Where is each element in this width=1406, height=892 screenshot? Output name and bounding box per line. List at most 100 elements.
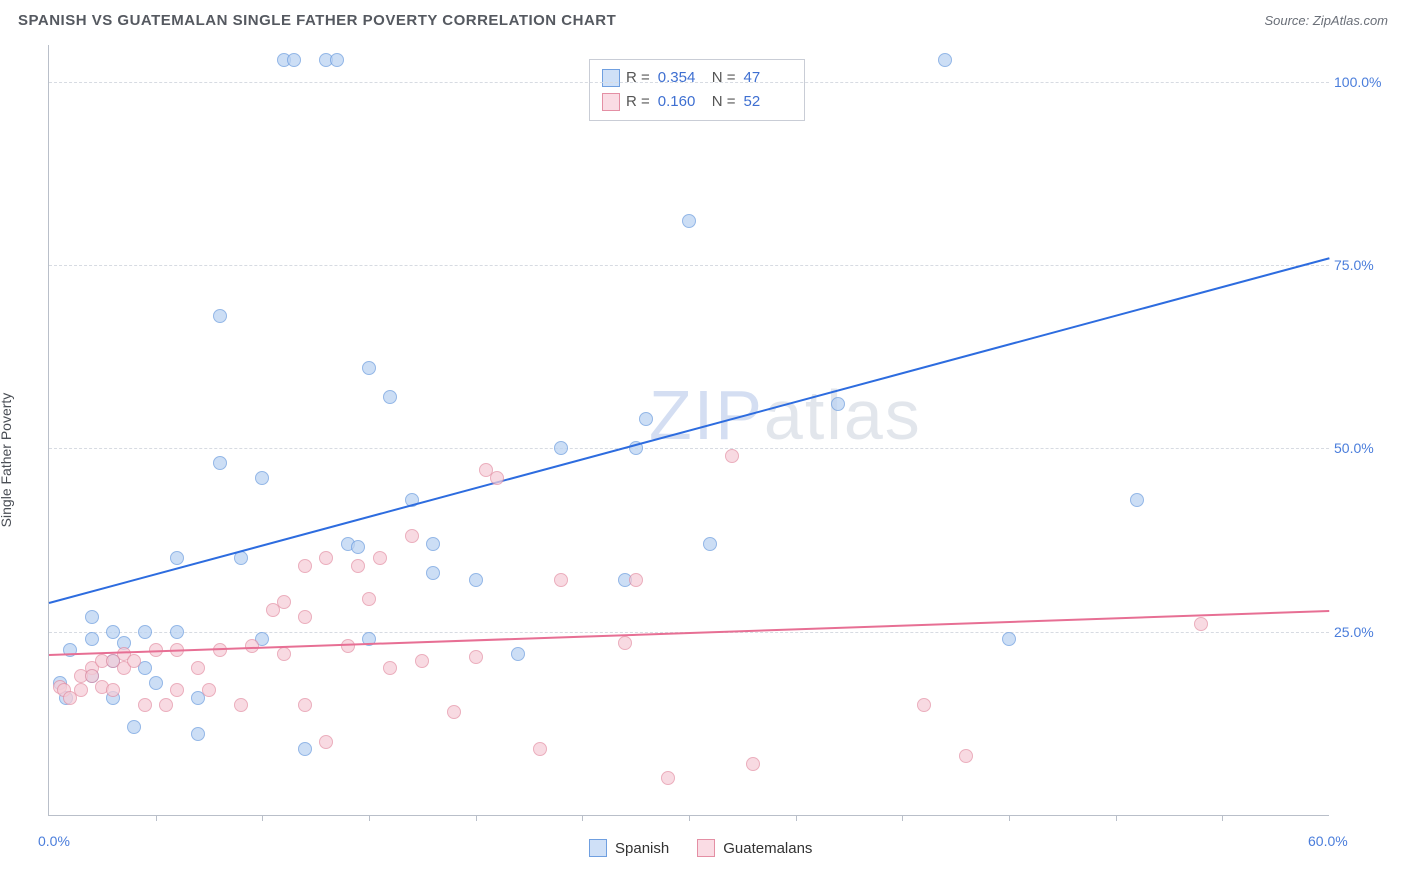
data-point: [138, 698, 152, 712]
data-point: [415, 654, 429, 668]
legend-r-label: R =: [626, 90, 650, 114]
watermark: ZIPatlas: [649, 375, 922, 455]
data-point: [383, 661, 397, 675]
data-point: [106, 683, 120, 697]
data-point: [661, 771, 675, 785]
legend-item: Spanish: [589, 839, 669, 857]
data-point: [298, 698, 312, 712]
data-point: [426, 566, 440, 580]
x-tick: [902, 815, 903, 821]
legend-n-label: N =: [712, 66, 736, 90]
y-tick-label: 25.0%: [1334, 624, 1389, 640]
data-point: [159, 698, 173, 712]
data-point: [277, 595, 291, 609]
y-axis-label: Single Father Poverty: [0, 393, 14, 528]
data-point: [554, 573, 568, 587]
data-point: [405, 529, 419, 543]
x-tick: [689, 815, 690, 821]
data-point: [1130, 493, 1144, 507]
legend-series-name: Spanish: [615, 840, 669, 857]
legend-swatch: [697, 839, 715, 857]
legend-n-label: N =: [712, 90, 736, 114]
data-point: [191, 727, 205, 741]
data-point: [383, 390, 397, 404]
plot-area: ZIPatlas R =0.354N =47R =0.160N =52 Span…: [48, 45, 1329, 816]
data-point: [469, 573, 483, 587]
x-tick: [582, 815, 583, 821]
data-point: [74, 683, 88, 697]
x-tick: [1222, 815, 1223, 821]
data-point: [1194, 617, 1208, 631]
data-point: [127, 720, 141, 734]
data-point: [426, 537, 440, 551]
data-point: [85, 632, 99, 646]
data-point: [511, 647, 525, 661]
data-point: [831, 397, 845, 411]
data-point: [170, 625, 184, 639]
data-point: [85, 610, 99, 624]
data-point: [618, 636, 632, 650]
data-point: [554, 441, 568, 455]
legend-r-label: R =: [626, 66, 650, 90]
x-axis-start-label: 0.0%: [38, 833, 70, 849]
data-point: [287, 53, 301, 67]
data-point: [703, 537, 717, 551]
gridline: [49, 448, 1329, 449]
legend-item: Guatemalans: [697, 839, 812, 857]
trend-line: [49, 610, 1329, 656]
trend-line: [49, 258, 1330, 605]
data-point: [298, 742, 312, 756]
data-point: [639, 412, 653, 426]
chart-title: SPANISH VS GUATEMALAN SINGLE FATHER POVE…: [18, 12, 616, 29]
data-point: [746, 757, 760, 771]
data-point: [682, 214, 696, 228]
data-point: [447, 705, 461, 719]
data-point: [170, 683, 184, 697]
data-point: [629, 573, 643, 587]
chart-container: Single Father Poverty ZIPatlas R = 0.354N…: [0, 35, 1406, 885]
x-tick: [156, 815, 157, 821]
data-point: [127, 654, 141, 668]
data-point: [373, 551, 387, 565]
y-tick-label: 50.0%: [1334, 440, 1389, 456]
legend-n-value: 52: [744, 90, 792, 114]
data-point: [255, 471, 269, 485]
y-tick-label: 75.0%: [1334, 257, 1389, 273]
data-point: [319, 551, 333, 565]
data-point: [351, 540, 365, 554]
data-point: [351, 559, 365, 573]
data-point: [138, 625, 152, 639]
x-tick: [1116, 815, 1117, 821]
gridline: [49, 265, 1329, 266]
data-point: [298, 610, 312, 624]
data-point: [170, 551, 184, 565]
data-point: [202, 683, 216, 697]
data-point: [1002, 632, 1016, 646]
gridline: [49, 82, 1329, 83]
data-point: [298, 559, 312, 573]
data-point: [362, 592, 376, 606]
data-point: [341, 639, 355, 653]
source-label: Source: ZipAtlas.com: [1264, 13, 1388, 28]
correlation-legend: R = 0.354N = 47 R = 0.160N = 52: [589, 59, 805, 121]
legend-swatch: [589, 839, 607, 857]
y-tick-label: 100.0%: [1334, 74, 1389, 90]
data-point: [149, 676, 163, 690]
data-point: [490, 471, 504, 485]
data-point: [213, 309, 227, 323]
data-point: [330, 53, 344, 67]
legend-n-value: 47: [744, 66, 792, 90]
x-tick: [262, 815, 263, 821]
legend-row: R = 0.354N = 47: [602, 66, 792, 90]
data-point: [362, 361, 376, 375]
legend-r-value: 0.160: [658, 90, 706, 114]
x-tick: [1009, 815, 1010, 821]
x-tick: [796, 815, 797, 821]
legend-r-value: 0.354: [658, 66, 706, 90]
data-point: [234, 698, 248, 712]
legend-swatch: [602, 93, 620, 111]
data-point: [533, 742, 547, 756]
data-point: [469, 650, 483, 664]
x-tick: [369, 815, 370, 821]
data-point: [917, 698, 931, 712]
